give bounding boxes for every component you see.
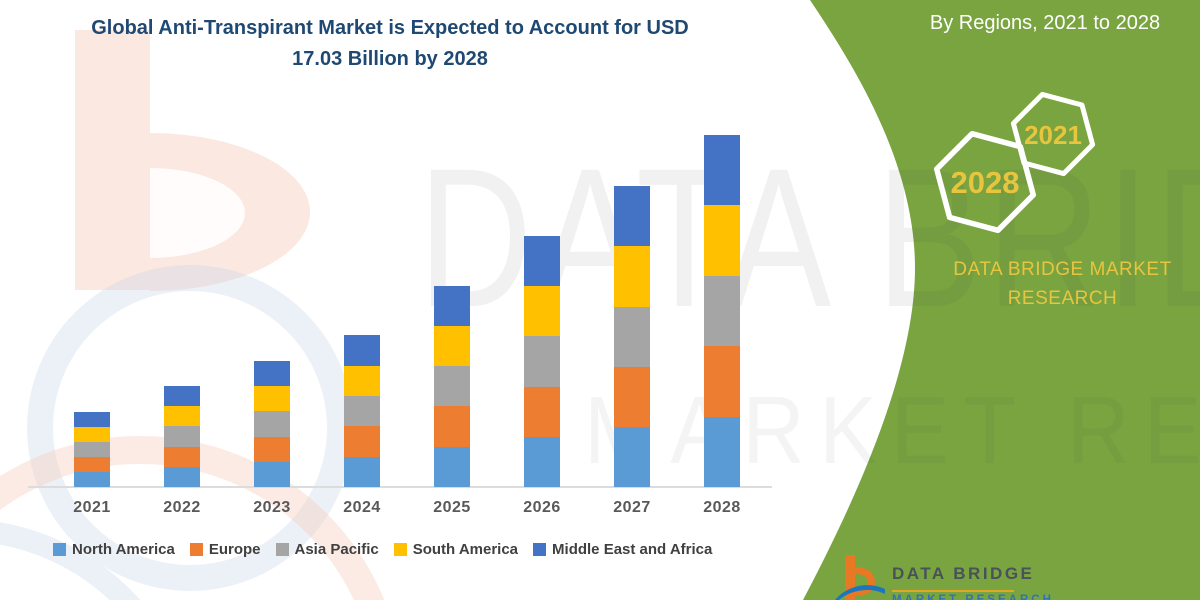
legend-swatch	[53, 543, 66, 556]
x-axis-label-2028: 2028	[703, 499, 741, 516]
legend-label: North America	[72, 541, 175, 558]
legend-label: South America	[412, 541, 519, 558]
legend-label: Asia Pacific	[294, 541, 379, 558]
footer-brand-rule	[892, 590, 1014, 592]
chart-title-line1: Global Anti-Transpirant Market is Expect…	[91, 17, 689, 39]
data-bridge-logo-icon	[835, 555, 885, 600]
legend-item-south-america: South America	[393, 541, 519, 558]
legend-swatch	[393, 543, 407, 556]
legend-item-europe: Europe	[189, 541, 261, 558]
footer-brand-tagline: MARKET RESEARCH	[892, 594, 1054, 600]
footer-brand-name: DATA BRIDGE	[892, 564, 1035, 583]
side-panel-heading: By Regions, 2021 to 2028	[929, 12, 1161, 34]
x-axis-label-2024: 2024	[343, 499, 381, 516]
legend-swatch	[275, 543, 289, 556]
x-axis-label-2027: 2027	[613, 499, 651, 516]
legend-label: Middle East and Africa	[552, 541, 713, 558]
side-panel-shape	[803, 0, 1200, 600]
x-axis-line	[28, 486, 772, 488]
legend-swatch	[533, 543, 547, 556]
chart-title: Global Anti-Transpirant Market is Expect…	[45, 13, 735, 75]
brand-text-line2: RESEARCH	[1007, 288, 1118, 310]
chart-title-line2: 17.03 Billion by 2028	[292, 48, 488, 70]
footer-brand: DATA BRIDGE MARKET RESEARCH	[830, 550, 1200, 600]
chart-legend: North America Europe Asia Pacific South Ame…	[53, 541, 773, 558]
legend-item-middle-east-and-africa: Middle East and Africa	[533, 541, 712, 558]
x-axis-label-2021: 2021	[73, 499, 111, 516]
legend-item-north-america: North America	[53, 541, 175, 558]
legend-item-asia-pacific: Asia Pacific	[275, 541, 379, 558]
brand-text-line1: DATA BRIDGE MARKET	[953, 259, 1172, 280]
x-axis-label-2022: 2022	[163, 499, 201, 516]
x-axis-label-2026: 2026	[523, 499, 561, 516]
x-axis-label-2023: 2023	[253, 499, 291, 516]
legend-swatch	[189, 543, 203, 556]
brand-text: DATA BRIDGE MARKET RESEARCH	[935, 255, 1190, 314]
x-axis-label-2025: 2025	[433, 499, 471, 516]
legend-label: Europe	[208, 541, 261, 558]
